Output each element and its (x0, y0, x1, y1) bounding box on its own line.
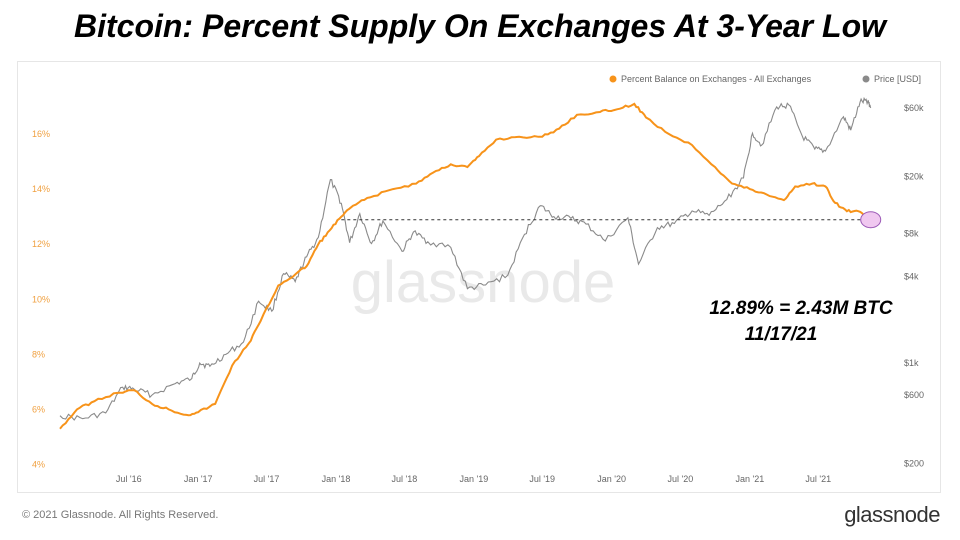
series-line-price (59, 96, 872, 421)
x-tick-label: Jan '21 (736, 474, 765, 484)
left-tick-label: 4% (32, 459, 45, 469)
left-tick-label: 10% (32, 294, 50, 304)
watermark: glassnode (351, 250, 615, 315)
x-axis: Jul '16 Jan '17 Jul '17 Jan '18 Jul '18 Jan '… (116, 474, 831, 484)
x-tick-label: Jan '17 (184, 474, 213, 484)
right-tick-label: $8k (904, 229, 919, 239)
legend-marker-balance (609, 75, 617, 83)
right-tick-label: $200 (904, 458, 924, 468)
legend-label-balance: Percent Balance on Exchanges - All Excha… (621, 74, 812, 84)
x-tick-label: Jul '20 (668, 474, 694, 484)
right-tick-label: $600 (904, 390, 924, 400)
x-tick-label: Jan '18 (322, 474, 351, 484)
x-tick-label: Jan '19 (459, 474, 488, 484)
left-axis: 4% 6% 8% 10% 12% 14% 16% (32, 129, 50, 469)
right-tick-label: $60k (904, 103, 924, 113)
current-value-marker (860, 211, 882, 229)
x-tick-label: Jul '19 (529, 474, 555, 484)
chart-svg: glassnode Percent Balance on Exchanges -… (32, 74, 924, 484)
page-title: Bitcoin: Percent Supply On Exchanges At … (73, 8, 886, 44)
annotation-value: 12.89% = 2.43M BTC (709, 298, 893, 319)
x-tick-label: Jul '17 (254, 474, 280, 484)
brand-logo: glassnode (844, 502, 940, 527)
right-tick-label: $1k (904, 358, 919, 368)
right-tick-label: $20k (904, 171, 924, 181)
x-tick-label: Jul '16 (116, 474, 142, 484)
x-tick-label: Jul '21 (805, 474, 831, 484)
left-tick-label: 14% (32, 184, 50, 194)
left-tick-label: 12% (32, 239, 50, 249)
legend-marker-price (862, 75, 870, 83)
chart-legend: Percent Balance on Exchanges - All Excha… (609, 74, 921, 84)
chart-panel: glassnode Percent Balance on Exchanges -… (17, 61, 941, 493)
left-tick-label: 6% (32, 404, 45, 414)
legend-label-price: Price [USD] (874, 74, 921, 84)
x-tick-label: Jul '18 (392, 474, 418, 484)
series-line-balance (59, 102, 871, 430)
x-tick-label: Jan '20 (597, 474, 626, 484)
left-tick-label: 8% (32, 349, 45, 359)
left-tick-label: 16% (32, 129, 50, 139)
right-tick-label: $4k (904, 272, 919, 282)
right-axis: $200 $600 $1k $4k $8k $20k $60k (904, 103, 924, 469)
annotation-date: 11/17/21 (745, 324, 818, 345)
copyright-text: © 2021 Glassnode. All Rights Reserved. (22, 509, 219, 521)
